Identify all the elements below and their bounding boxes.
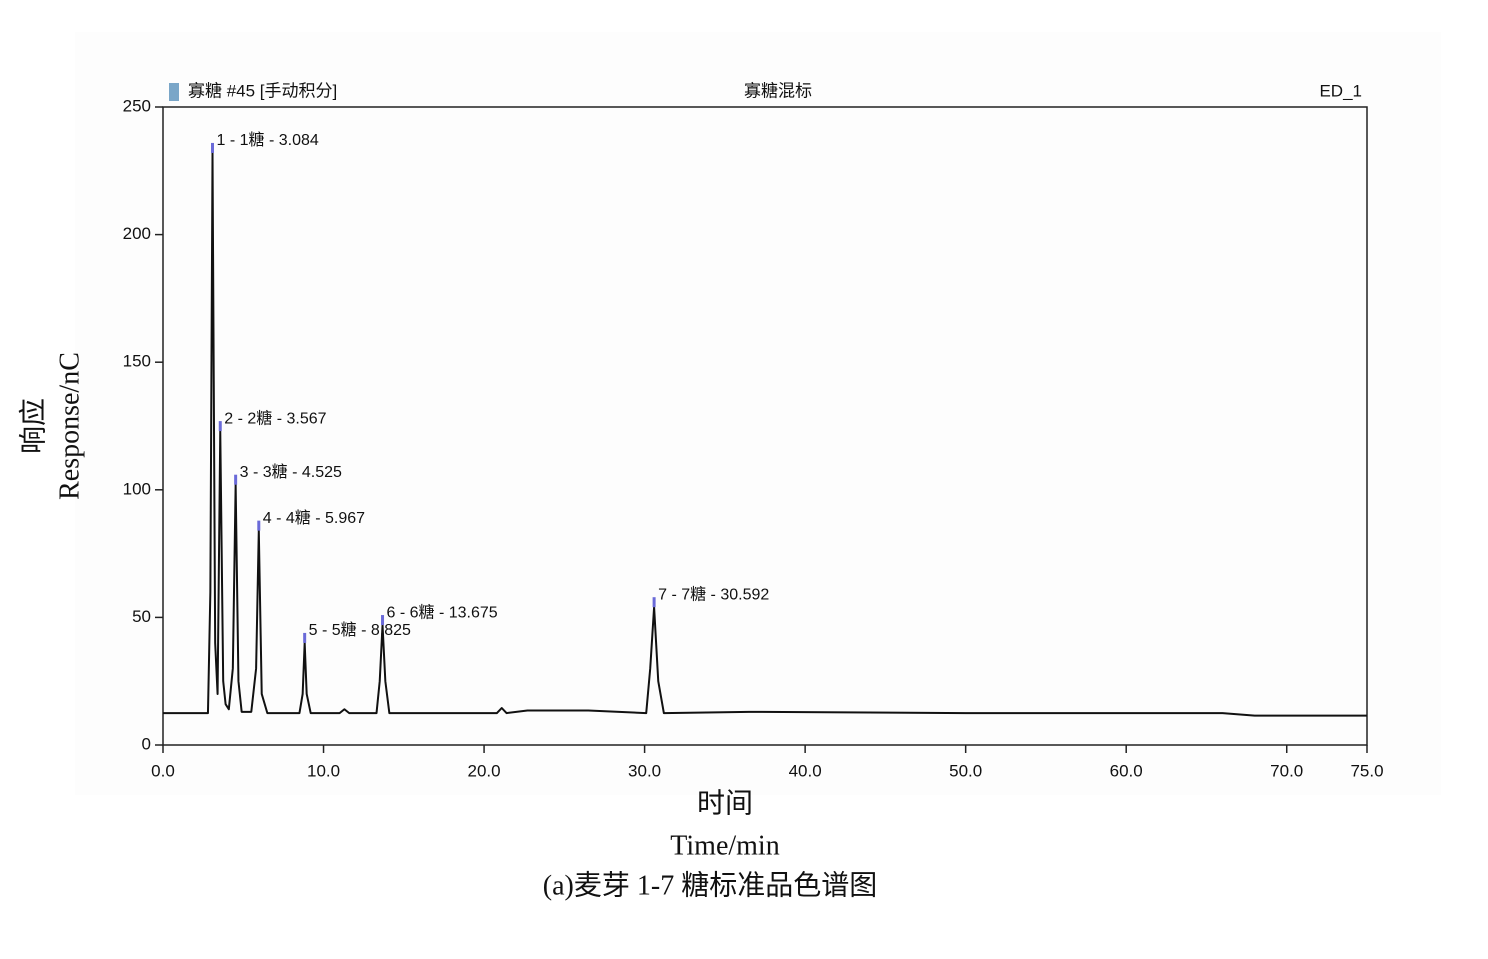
- peak-label: 4 - 4糖 - 5.967: [263, 509, 365, 527]
- caption: (a)麦芽 1-7 糖标准品色谱图: [543, 869, 877, 901]
- peak-label: 7 - 7糖 - 30.592: [658, 585, 769, 603]
- icon: [169, 83, 179, 101]
- x-axis-label: Time/min: [670, 830, 779, 861]
- peak-label: 2 - 2糖 - 3.567: [224, 409, 326, 427]
- x-tick-label: 50.0: [949, 761, 982, 780]
- x-tick-label: 70.0: [1270, 761, 1303, 780]
- panel: [75, 32, 1441, 795]
- header-right: ED_1: [1319, 81, 1362, 100]
- header-left: 寡糖 #45 [手动积分]: [188, 81, 337, 100]
- x-tick-label: 10.0: [307, 761, 340, 780]
- x-tick-label: 60.0: [1110, 761, 1143, 780]
- x-tick-label: 30.0: [628, 761, 661, 780]
- y-tick-label: 150: [123, 352, 151, 371]
- x-tick-label: 0.0: [151, 761, 175, 780]
- y-axis-label: 响应: [17, 398, 49, 454]
- trace: [163, 151, 1367, 717]
- x-tick-label: 40.0: [789, 761, 822, 780]
- x-tick-label: 75.0: [1350, 761, 1383, 780]
- chart-title: 寡糖混标: [744, 81, 812, 100]
- peak-label: 3 - 3糖 - 4.525: [240, 463, 342, 481]
- y-tick-label: 200: [123, 224, 151, 243]
- x-tick-label: 20.0: [468, 761, 501, 780]
- y-tick-label: 0: [142, 734, 151, 753]
- peak-label: 1 - 1糖 - 3.084: [217, 131, 319, 149]
- plot-frame: [162, 106, 1368, 746]
- peak-label: 6 - 6糖 - 13.675: [387, 603, 498, 621]
- y-tick-label: 250: [123, 96, 151, 115]
- y-axis-label: Response/nC: [54, 352, 85, 500]
- peak-label: 5 - 5糖 - 8.825: [309, 621, 411, 639]
- y-tick-label: 100: [123, 479, 151, 498]
- y-tick-label: 50: [132, 607, 151, 626]
- x-axis-label: 时间: [697, 787, 753, 819]
